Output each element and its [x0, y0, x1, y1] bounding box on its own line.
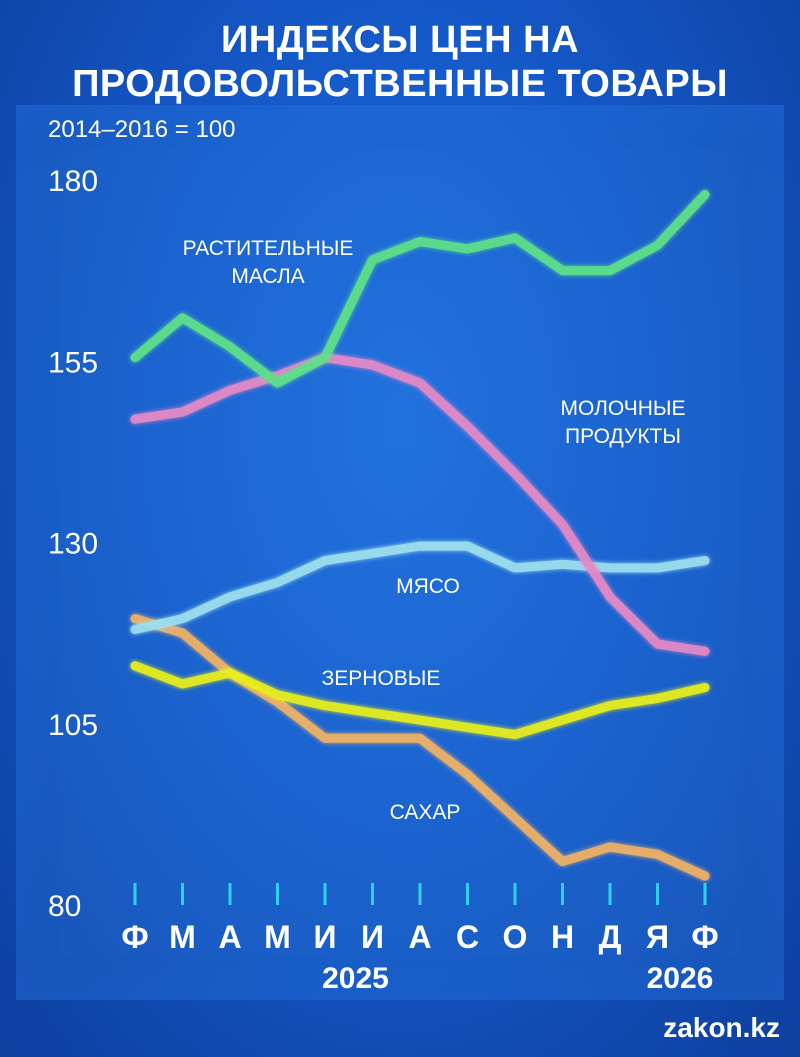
year-label: 2025 [322, 962, 389, 995]
series-label-line: МАСЛА [231, 265, 304, 288]
series-line-cereals [130, 661, 710, 740]
y-tick-label: 80 [48, 890, 81, 923]
x-tick-label: М [169, 919, 196, 955]
chart-subtitle: 2014–2016 = 100 [48, 116, 236, 143]
series-label-line: МОЛОЧНЫЕ [560, 397, 685, 420]
series-label-cereals: ЗЕРНОВЫЕ [322, 667, 441, 690]
series-line-meat [130, 541, 710, 634]
series-label-dairy: МОЛОЧНЫЕ ПРОДУКТЫ [560, 397, 685, 448]
series-label-line: ЗЕРНОВЫЕ [322, 667, 441, 690]
x-tick-label: С [456, 919, 479, 955]
x-tick-label: Н [551, 919, 574, 955]
series-line-dairy [130, 353, 710, 656]
series-label-vegetable_oils: РАСТИТЕЛЬНЫЕ МАСЛА [183, 237, 354, 288]
x-tick-label: О [503, 919, 528, 955]
x-tick-label: Ф [121, 919, 148, 955]
x-tick-label: А [408, 919, 431, 955]
x-tick-label: А [218, 919, 241, 955]
x-tick-label: Ф [691, 919, 718, 955]
y-tick-label: 105 [48, 709, 98, 742]
series-label-meat: МЯСО [396, 575, 460, 598]
y-tick-label: 180 [48, 165, 98, 198]
series-label-sugar: САХАР [390, 801, 461, 824]
chart-title: ИНДЕКСЫ ЦЕН НА ПРОДОВОЛЬСТВЕННЫЕ ТОВАРЫ [0, 18, 800, 106]
series-label-line: МЯСО [396, 575, 460, 598]
series-label-line: САХАР [390, 801, 461, 824]
x-tick-label: И [314, 919, 337, 955]
y-tick-label: 155 [48, 346, 98, 379]
x-tick-label: И [361, 919, 384, 955]
x-tick-label: Я [646, 919, 669, 955]
series-line-vegetable_oils [130, 190, 710, 388]
title-line-1: ИНДЕКСЫ ЦЕН НА [220, 19, 580, 61]
series-label-line: РАСТИТЕЛЬНЫЕ [183, 237, 354, 260]
series-label-line: ПРОДУКТЫ [565, 425, 681, 448]
y-tick-label: 130 [48, 528, 98, 561]
x-tick-label: М [264, 919, 291, 955]
year-label: 2026 [647, 962, 714, 995]
brand-logo-text: zakon.kz [663, 1012, 780, 1043]
series-line-sugar [130, 614, 710, 881]
title-line-2: ПРОДОВОЛЬСТВЕННЫЕ ТОВАРЫ [72, 63, 728, 105]
x-tick-label: Д [599, 919, 622, 955]
